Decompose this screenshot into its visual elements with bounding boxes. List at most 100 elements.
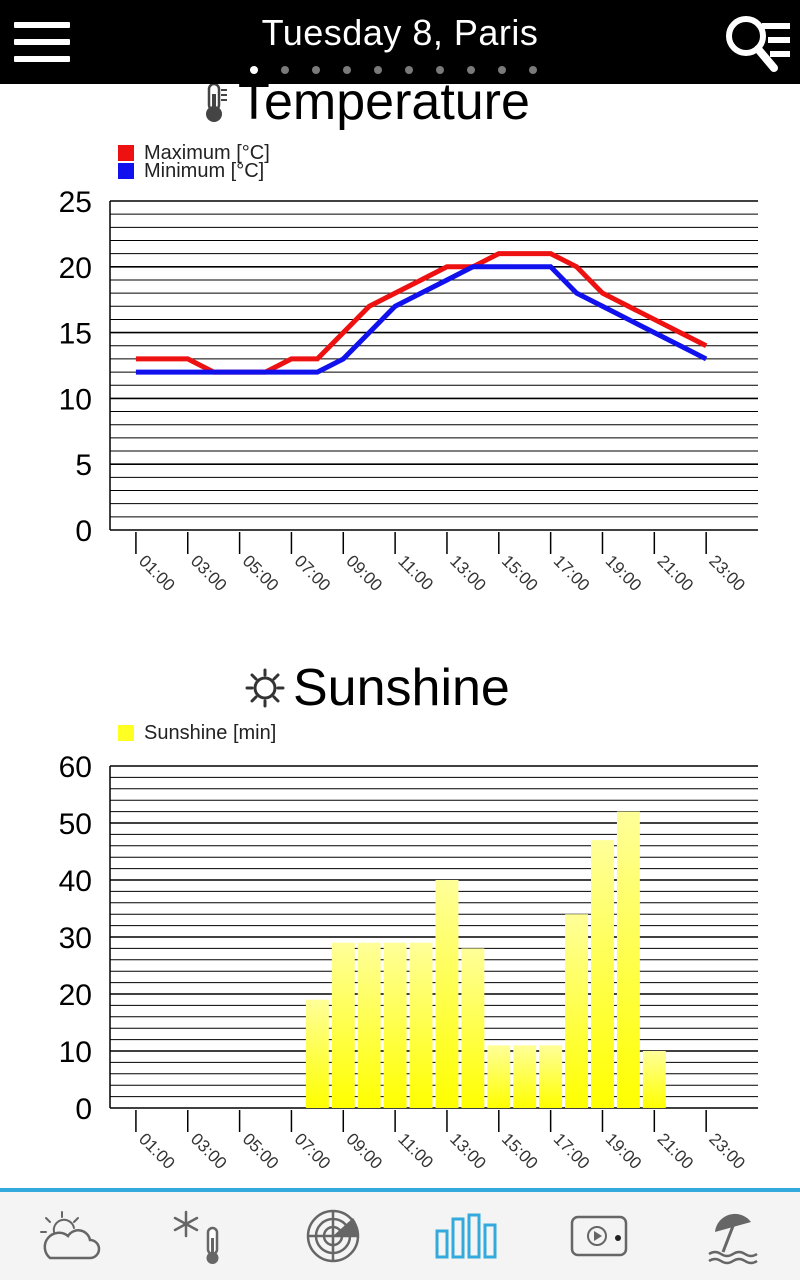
bar-chart-icon [435, 1213, 497, 1259]
x-tick-label: 05:00 [239, 551, 283, 595]
x-tick-label: 09:00 [342, 551, 386, 595]
x-tick-label: 17:00 [550, 551, 594, 595]
page-dot [498, 66, 506, 74]
y-tick-label: 0 [75, 1093, 92, 1126]
x-tick-label: 19:00 [602, 1129, 646, 1170]
legend-label-minimum: Minimum [°C] [144, 159, 265, 182]
y-tick-label: 20 [59, 252, 92, 285]
x-tick-label: 01:00 [135, 551, 179, 595]
x-tick-label: 05:00 [239, 1129, 283, 1170]
y-tick-label: 5 [75, 449, 92, 482]
temperature-chart: 0 5 10 15 20 25 01:00 03:00 05:00 07:00 09:00 11:00… [59, 186, 758, 595]
sunshine-bar [591, 840, 614, 1108]
sunshine-bar [409, 942, 433, 1108]
legend-item-maximum: Maximum [°C] [118, 141, 270, 164]
y-tick-label: 10 [59, 1036, 92, 1069]
x-tick-label: 17:00 [550, 1129, 594, 1170]
page-dot [436, 66, 444, 74]
sunshine-legend: Sunshine [min] [118, 721, 277, 744]
y-tick-label: 50 [59, 808, 92, 841]
page-title: Tuesday 8, Paris [261, 12, 539, 53]
page-dot [467, 66, 475, 74]
sunshine-bar [461, 948, 485, 1108]
x-tick-label: 23:00 [705, 1129, 749, 1170]
x-tick-label: 11:00 [394, 1129, 437, 1170]
forecast-tab[interactable] [0, 1192, 133, 1280]
y-tick-label: 20 [59, 979, 92, 1012]
x-tick-label: 11:00 [394, 551, 437, 594]
video-tab[interactable] [533, 1192, 666, 1280]
sunshine-title: Sunshine [245, 658, 510, 718]
sunshine-bar [539, 1045, 563, 1108]
y-tick-label: 15 [59, 318, 92, 351]
legend-item-minimum: Minimum [°C] [118, 159, 270, 182]
y-tick-label: 30 [59, 922, 92, 955]
page-dot [405, 66, 413, 74]
hamburger-icon-line [14, 39, 70, 45]
x-tick-label: 07:00 [291, 551, 335, 595]
radar-icon [307, 1209, 360, 1263]
x-tick-label: 09:00 [342, 1129, 386, 1170]
page-indicator [250, 66, 560, 78]
page-dot [343, 66, 351, 74]
beach-tab[interactable] [667, 1192, 800, 1280]
page-dot [312, 66, 320, 74]
thermometer-icon [206, 82, 227, 122]
beach-umbrella-icon [708, 1213, 758, 1265]
legend-label-sunshine: Sunshine [min] [144, 721, 277, 744]
x-tick-label: 15:00 [498, 1129, 542, 1170]
page-dot [281, 66, 289, 74]
temperature-legend: Maximum [°C] Minimum [°C] [118, 141, 270, 182]
y-tick-label: 0 [75, 515, 92, 548]
x-tick-label: 03:00 [187, 1129, 231, 1170]
series-line-minimum [135, 264, 708, 375]
page-dot [374, 66, 382, 74]
partly-cloudy-icon [39, 1211, 100, 1260]
charts-tab[interactable] [400, 1192, 533, 1280]
x-tick-label: 19:00 [602, 551, 646, 595]
sunshine-bar [487, 1045, 511, 1108]
x-tick-label: 21:00 [653, 551, 697, 595]
sunshine-bar [305, 999, 329, 1108]
sunshine-chart: 0 10 20 30 40 50 60 01:00 03:00 05:00 07:00 09:00 11… [59, 751, 758, 1170]
sunshine-title-text: Sunshine [293, 659, 510, 717]
snow-temperature-tab[interactable] [133, 1192, 266, 1280]
y-tick-label: 10 [59, 383, 92, 416]
sunshine-bar [565, 914, 589, 1108]
y-tick-label: 40 [59, 865, 92, 898]
sunshine-bar [616, 811, 640, 1108]
video-icon [570, 1215, 628, 1257]
sunshine-bar [357, 942, 381, 1108]
x-tick-label: 03:00 [187, 551, 231, 595]
sunshine-bar [435, 880, 459, 1108]
hamburger-icon-line [14, 56, 70, 62]
legend-item-sunshine: Sunshine [min] [118, 721, 277, 744]
hamburger-icon [14, 22, 70, 28]
y-tick-label: 25 [59, 186, 92, 219]
top-bar: Tuesday 8, Paris [0, 0, 800, 84]
search-list-icon [726, 16, 790, 72]
menu-button[interactable] [14, 20, 70, 64]
x-tick-label: 13:00 [446, 551, 490, 595]
y-tick-label: 60 [59, 751, 92, 784]
page-dot [250, 66, 258, 74]
x-tick-label: 07:00 [291, 1129, 335, 1170]
sunshine-bar [642, 1051, 666, 1108]
x-tick-label: 21:00 [653, 1129, 697, 1170]
bottom-navigation [0, 1188, 800, 1280]
legend-swatch-maximum [118, 145, 134, 161]
sun-icon [245, 668, 285, 708]
legend-swatch-minimum [118, 163, 134, 179]
page-dot [529, 66, 537, 74]
search-button[interactable] [722, 12, 794, 76]
snow-thermometer-icon [173, 1210, 219, 1264]
legend-swatch-sunshine [118, 725, 134, 741]
x-tick-label: 01:00 [135, 1129, 179, 1170]
x-tick-label: 23:00 [705, 551, 749, 595]
sunshine-bar [513, 1045, 537, 1108]
legend-label-maximum: Maximum [°C] [144, 141, 270, 164]
sunshine-bar [383, 942, 407, 1108]
radar-tab[interactable] [267, 1192, 400, 1280]
x-tick-label: 15:00 [498, 551, 542, 595]
